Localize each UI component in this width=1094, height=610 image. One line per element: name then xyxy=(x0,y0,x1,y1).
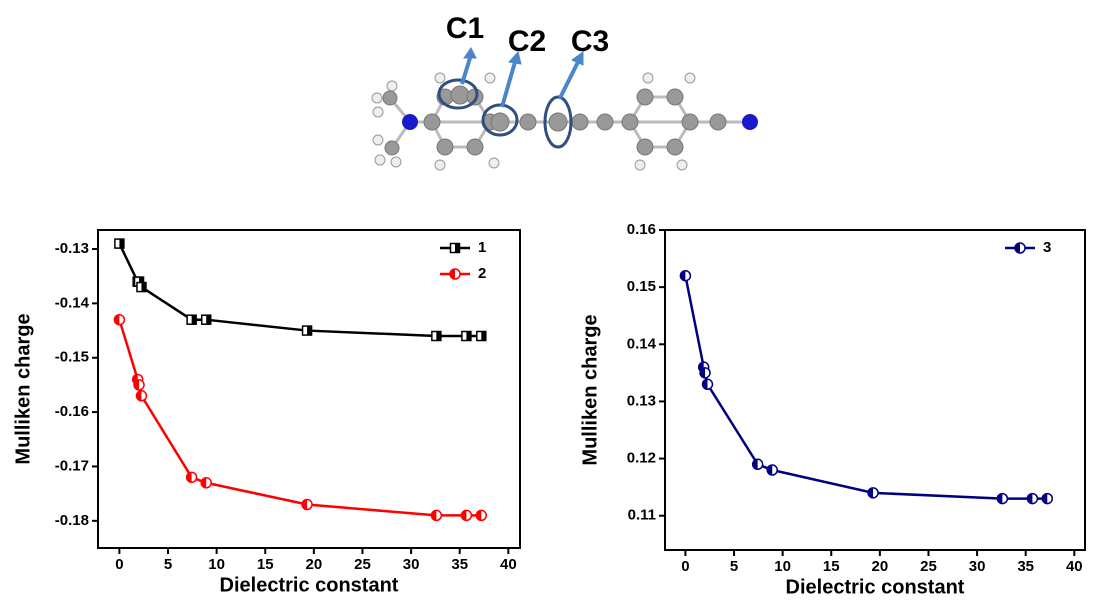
x-tick-label: 5 xyxy=(730,558,738,575)
marker xyxy=(753,459,763,469)
figure: C1 C2 C3 0510152025303540-0.18-0.17-0.16… xyxy=(0,0,1094,610)
y-tick-label: -0.14 xyxy=(55,294,90,311)
marker xyxy=(432,332,441,341)
marker-half xyxy=(436,332,441,341)
marker xyxy=(302,500,312,510)
legend-label: 2 xyxy=(478,265,486,282)
marker xyxy=(202,315,211,324)
x-tick-label: 25 xyxy=(354,556,371,573)
y-tick-label: 0.14 xyxy=(627,335,657,352)
y-tick-label: -0.18 xyxy=(55,512,89,529)
x-tick-label: 0 xyxy=(115,556,123,573)
marker xyxy=(702,379,712,389)
marker xyxy=(476,510,486,520)
y-tick-label: -0.17 xyxy=(55,457,89,474)
y-tick-label: 0.11 xyxy=(628,507,656,524)
marker-half xyxy=(307,326,312,335)
legend-label: 3 xyxy=(1043,239,1051,256)
x-tick-label: 35 xyxy=(1017,558,1034,575)
x-tick-label: 0 xyxy=(681,558,689,575)
marker xyxy=(1015,243,1025,253)
marker xyxy=(115,239,124,248)
x-tick-label: 10 xyxy=(208,556,225,573)
marker-half xyxy=(141,283,146,292)
marker xyxy=(187,315,196,324)
x-tick-label: 30 xyxy=(403,556,420,573)
x-tick-label: 5 xyxy=(164,556,172,573)
chart: 0 5 10 15 20 25 30 35 40 -0.18 -0.17 -0.16 -0.15 -0.1… xyxy=(12,230,520,596)
marker xyxy=(136,391,146,401)
marker xyxy=(303,326,312,335)
marker-half xyxy=(119,239,124,248)
marker xyxy=(137,283,146,292)
page: {"molecule": {"labels": ["C1", "C2", "C3… xyxy=(0,0,1094,610)
plot-frame xyxy=(665,230,1085,550)
marker-half xyxy=(455,244,460,253)
atom-label: C3 xyxy=(571,25,609,58)
x-tick-label: 10 xyxy=(774,558,791,575)
y-tick-label: 0.12 xyxy=(627,450,656,467)
marker xyxy=(461,510,471,520)
y-tick-label: -0.15 xyxy=(55,349,89,366)
y-tick-label: 0.16 xyxy=(627,221,656,238)
marker xyxy=(187,472,197,482)
atom-label: C2 xyxy=(508,25,546,58)
marker xyxy=(868,488,878,498)
x-tick-label: 35 xyxy=(451,556,468,573)
marker xyxy=(451,244,460,253)
y-tick-label: 0.13 xyxy=(627,392,656,409)
y-tick-label: -0.13 xyxy=(55,240,89,257)
marker-half xyxy=(206,315,211,324)
marker-half xyxy=(192,315,197,324)
x-axis-title: Dielectric constant xyxy=(220,574,399,596)
series-line xyxy=(119,320,481,516)
atom-label: C1 xyxy=(446,12,484,45)
y-tick-label: 0.15 xyxy=(627,278,656,295)
y-tick-label: -0.16 xyxy=(55,403,89,420)
marker xyxy=(700,368,710,378)
marker xyxy=(680,271,690,281)
x-tick-label: 30 xyxy=(969,558,986,575)
marker xyxy=(1027,494,1037,504)
molecule: C1 C2 C3 xyxy=(372,12,758,170)
series-line xyxy=(119,244,481,336)
x-tick-label: 20 xyxy=(306,556,323,573)
x-tick-label: 40 xyxy=(1066,558,1083,575)
marker xyxy=(114,315,124,325)
marker xyxy=(477,332,486,341)
y-axis-title: Mulliken charge xyxy=(12,313,34,464)
marker xyxy=(767,465,777,475)
x-tick-label: 15 xyxy=(823,558,840,575)
marker xyxy=(1042,494,1052,504)
legend-marker xyxy=(450,269,460,279)
x-tick-label: 20 xyxy=(872,558,889,575)
legend-label: 1 xyxy=(478,239,486,256)
legend-marker xyxy=(1015,243,1025,253)
chart: 0 5 10 15 20 25 30 35 40 0.11 0.12 0.13 0.14 0.15 0.16… xyxy=(579,221,1085,598)
marker xyxy=(201,478,211,488)
x-tick-label: 40 xyxy=(500,556,517,573)
x-tick-label: 25 xyxy=(920,558,937,575)
series-line xyxy=(685,276,1047,499)
legend-marker xyxy=(451,244,460,253)
marker-half xyxy=(466,332,471,341)
x-axis-title: Dielectric constant xyxy=(786,576,965,598)
marker xyxy=(134,380,144,390)
marker xyxy=(462,332,471,341)
marker xyxy=(997,494,1007,504)
x-tick-label: 15 xyxy=(257,556,274,573)
marker xyxy=(450,269,460,279)
marker-half xyxy=(481,332,486,341)
y-axis-title: Mulliken charge xyxy=(579,314,601,465)
marker xyxy=(431,510,441,520)
